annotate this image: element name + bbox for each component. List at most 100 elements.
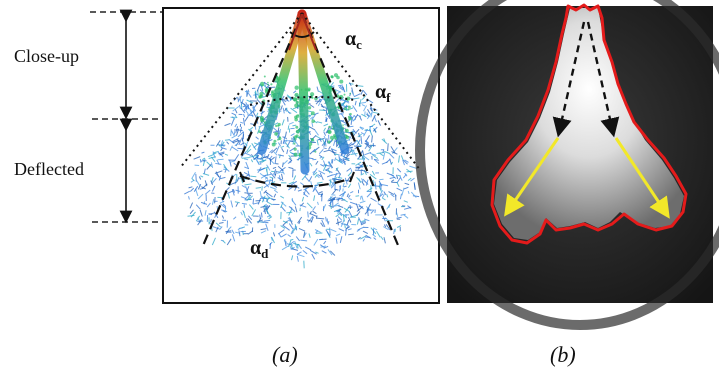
jet-core-center [297, 9, 310, 175]
droplet-streak [335, 213, 340, 218]
droplet-streak [234, 109, 238, 114]
droplet-streak [344, 177, 348, 185]
droplet-streak [264, 219, 271, 222]
droplet-streak [250, 154, 256, 160]
droplet-streak [366, 112, 373, 120]
droplet-streak [269, 156, 275, 162]
droplet-streak [234, 143, 239, 147]
droplet-core [330, 75, 334, 79]
panel-a: Close-up Deflected αc αf αd [14, 7, 440, 304]
droplet-streak [320, 192, 323, 197]
droplet-streak [252, 111, 257, 118]
droplet-streak [349, 201, 358, 206]
droplet-streak [319, 172, 324, 181]
droplet-streak [361, 219, 366, 223]
droplet-streak [260, 228, 267, 231]
droplet-streak [381, 193, 385, 199]
droplet-streak [288, 121, 294, 125]
droplet-streak [327, 161, 333, 169]
droplet-streak [335, 91, 340, 96]
droplet-streak [382, 215, 386, 222]
droplet-streak [243, 105, 248, 112]
droplet-streak [197, 193, 204, 200]
droplet-streak [403, 207, 411, 210]
droplet-streak [320, 222, 324, 227]
droplet-streak [360, 89, 364, 95]
droplet-streak [244, 109, 249, 115]
droplet-streak [280, 195, 285, 199]
droplet-streak [360, 101, 367, 104]
droplet-streak [231, 229, 235, 235]
droplet-streak [257, 126, 261, 134]
droplet-streak [287, 220, 293, 222]
droplet-streak [273, 189, 279, 194]
droplet-streak [294, 140, 299, 147]
droplet-streak [286, 141, 291, 148]
droplet-streak [225, 229, 230, 235]
droplet-streak [346, 193, 349, 198]
droplet-streak [296, 255, 299, 262]
droplet-streak [361, 195, 364, 202]
droplet-streak [396, 212, 399, 218]
droplet-streak [232, 188, 236, 193]
droplet-streak [286, 99, 290, 102]
droplet-streak [260, 205, 268, 208]
droplet-streak [336, 197, 344, 201]
droplet-core [314, 150, 317, 153]
droplet-streak [269, 149, 274, 154]
droplet-streak [360, 169, 369, 174]
droplet-streak [261, 195, 266, 203]
droplet-streak [308, 233, 311, 238]
droplet-streak [203, 168, 206, 175]
droplet-streak [216, 159, 220, 165]
droplet-streak [305, 189, 310, 195]
droplet-streak [243, 113, 246, 118]
droplet-streak [290, 107, 298, 114]
droplet-streak [371, 114, 376, 122]
droplet-streak [212, 151, 216, 159]
droplet-streak [371, 170, 376, 176]
droplet-streak [344, 123, 348, 126]
droplet-streak [355, 128, 360, 134]
droplet-streak [294, 206, 298, 213]
droplet-streak [348, 113, 352, 118]
droplet-streak [348, 136, 351, 141]
droplet-streak [338, 156, 343, 163]
droplet-streak [200, 201, 208, 205]
droplet-streak [241, 202, 247, 205]
droplet-streak [323, 123, 329, 127]
spray-plume [494, 8, 684, 240]
droplet-streak [273, 169, 277, 174]
droplet-streak [372, 227, 378, 231]
droplet-streak [396, 216, 402, 219]
droplet-streak [226, 141, 230, 145]
droplet-streak [277, 127, 280, 134]
droplet-streak [349, 148, 353, 154]
droplet-streak [413, 183, 416, 190]
droplet-streak [202, 173, 210, 176]
droplet-streak [199, 158, 202, 163]
droplet-streak [386, 194, 389, 198]
droplet-streak [396, 177, 401, 183]
droplet-streak [246, 148, 252, 154]
droplet-streak [304, 175, 310, 182]
droplet-streak [297, 189, 302, 192]
droplet-streak [244, 152, 252, 157]
droplet-streak [374, 181, 377, 190]
droplet-core [294, 92, 299, 98]
droplet-streak [229, 160, 235, 163]
droplet-streak [376, 230, 381, 238]
droplet-streak [300, 182, 304, 186]
droplet-core [311, 119, 316, 123]
droplet-streak [356, 211, 361, 217]
droplet-streak [347, 183, 352, 188]
droplet-streak [301, 196, 305, 202]
jet-core-left [257, 9, 307, 155]
droplet-streak [232, 140, 239, 144]
droplet-streak [315, 135, 323, 141]
droplet-streak [366, 203, 372, 211]
droplet-streak [232, 138, 239, 143]
droplet-core [343, 93, 346, 96]
droplet-streak [361, 178, 364, 183]
